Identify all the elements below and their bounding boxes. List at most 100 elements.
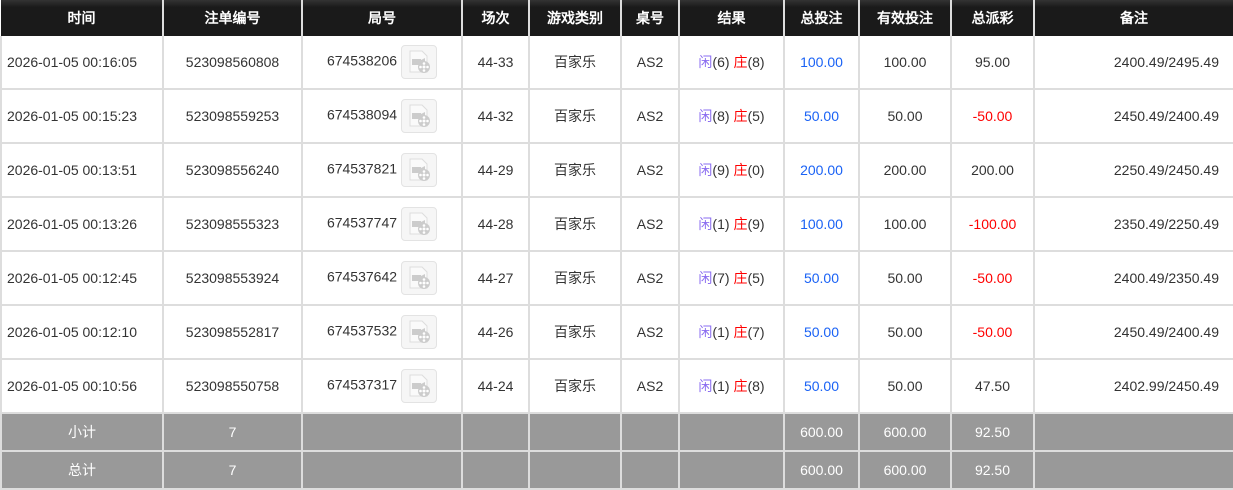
video-replay-icon[interactable] (401, 45, 438, 79)
banker-label: 庄 (733, 270, 748, 286)
video-replay-icon[interactable] (401, 207, 438, 241)
player-label: 闲 (698, 378, 713, 394)
banker-points: (8) (747, 378, 765, 394)
video-replay-icon[interactable] (401, 261, 438, 295)
summary-label: 小计 (0, 413, 164, 452)
cell-total-payout: -50.00 (950, 251, 1035, 306)
cell-total-payout: -50.00 (950, 89, 1035, 144)
banker-label: 庄 (733, 378, 748, 394)
summary-row: 总计 7 600.00 600.00 92.50 (0, 451, 1233, 490)
cell-time: 2026-01-05 00:15:23 (0, 89, 164, 144)
header-game-type: 游戏类别 (529, 0, 622, 36)
cell-game-type: 百家乐 (528, 305, 622, 360)
cell-session: 44-29 (461, 143, 530, 198)
header-remark: 备注 (1034, 0, 1233, 36)
cell-table-no: AS2 (620, 359, 680, 414)
cell-session: 44-27 (461, 251, 530, 306)
round-number: 674537317 (326, 376, 398, 393)
player-points: (6) (712, 54, 730, 70)
cell-total-bet: 50.00 (783, 305, 860, 360)
cell-round: 674537821 (301, 143, 463, 198)
cell-remark: 2350.49/2250.49 (1033, 197, 1233, 252)
video-replay-icon[interactable] (401, 153, 438, 187)
summary-count: 7 (162, 413, 303, 452)
cell-round: 674537642 (301, 251, 463, 306)
table-row: 2026-01-05 00:10:56 523098550758 6745373… (0, 359, 1233, 414)
cell-round: 674537317 (301, 359, 463, 414)
cell-remark: 2400.49/2350.49 (1033, 251, 1233, 306)
round-number: 674537642 (326, 268, 398, 285)
summary-payout: 92.50 (950, 413, 1035, 452)
cell-bet-id: 523098555323 (162, 197, 303, 252)
cell-session: 44-26 (461, 305, 530, 360)
banker-points: (9) (747, 216, 765, 232)
cell-result: 闲(6) 庄(8) (678, 36, 785, 90)
player-label: 闲 (698, 216, 713, 232)
round-number: 674538094 (326, 106, 398, 123)
banker-label: 庄 (733, 162, 748, 178)
summary-label: 总计 (0, 451, 164, 490)
cell-bet-id: 523098560808 (162, 36, 303, 90)
cell-total-bet: 50.00 (783, 89, 860, 144)
cell-valid-bet: 50.00 (858, 89, 952, 144)
cell-total-bet: 200.00 (783, 143, 860, 198)
cell-remark: 2450.49/2400.49 (1033, 89, 1233, 144)
header-bet-id: 注单编号 (163, 0, 303, 36)
cell-session: 44-32 (461, 89, 530, 144)
banker-points: (0) (747, 162, 765, 178)
banker-points: (5) (747, 270, 765, 286)
cell-time: 2026-01-05 00:10:56 (0, 359, 164, 414)
round-number: 674538206 (326, 52, 398, 69)
cell-time: 2026-01-05 00:12:10 (0, 305, 164, 360)
banker-label: 庄 (733, 324, 748, 340)
cell-total-bet: 100.00 (783, 36, 860, 90)
cell-time: 2026-01-05 00:13:51 (0, 143, 164, 198)
cell-time: 2026-01-05 00:13:26 (0, 197, 164, 252)
player-points: (7) (712, 270, 730, 286)
banker-points: (7) (747, 324, 765, 340)
cell-total-payout: 95.00 (950, 36, 1035, 90)
video-replay-icon[interactable] (401, 99, 438, 133)
summary-valid-bet: 600.00 (858, 413, 952, 452)
table-row: 2026-01-05 00:12:10 523098552817 6745375… (0, 305, 1233, 360)
summary-total-bet: 600.00 (783, 451, 860, 490)
cell-total-payout: -100.00 (950, 197, 1035, 252)
cell-table-no: AS2 (620, 89, 680, 144)
cell-round: 674537532 (301, 305, 463, 360)
cell-result: 闲(1) 庄(9) (678, 197, 785, 252)
cell-game-type: 百家乐 (528, 251, 622, 306)
cell-result: 闲(1) 庄(8) (678, 359, 785, 414)
table-row: 2026-01-05 00:15:23 523098559253 6745380… (0, 89, 1233, 144)
summary-row: 小计 7 600.00 600.00 92.50 (0, 413, 1233, 452)
cell-result: 闲(9) 庄(0) (678, 143, 785, 198)
header-time: 时间 (1, 0, 164, 36)
cell-game-type: 百家乐 (528, 143, 622, 198)
cell-bet-id: 523098552817 (162, 305, 303, 360)
video-replay-icon[interactable] (401, 369, 438, 403)
cell-remark: 2402.99/2450.49 (1033, 359, 1233, 414)
player-label: 闲 (698, 162, 713, 178)
video-replay-icon[interactable] (401, 315, 438, 349)
player-label: 闲 (698, 54, 713, 70)
header-round: 局号 (302, 0, 463, 36)
cell-total-payout: 47.50 (950, 359, 1035, 414)
player-label: 闲 (698, 108, 713, 124)
banker-points: (5) (747, 108, 765, 124)
player-points: (1) (712, 216, 730, 232)
cell-table-no: AS2 (620, 251, 680, 306)
summary-total-bet: 600.00 (783, 413, 860, 452)
cell-game-type: 百家乐 (528, 197, 622, 252)
cell-result: 闲(8) 庄(5) (678, 89, 785, 144)
player-points: (8) (712, 108, 730, 124)
round-number: 674537821 (326, 160, 398, 177)
cell-bet-id: 523098553924 (162, 251, 303, 306)
table-header: 时间 注单编号 局号 场次 游戏类别 桌号 结果 总投注 有效投注 总派彩 备注 (1, 0, 1233, 36)
cell-valid-bet: 50.00 (858, 251, 952, 306)
header-result: 结果 (679, 0, 785, 36)
cell-session: 44-28 (461, 197, 530, 252)
player-points: (1) (712, 324, 730, 340)
table-row: 2026-01-05 00:13:26 523098555323 6745377… (0, 197, 1233, 252)
cell-result: 闲(7) 庄(5) (678, 251, 785, 306)
summary-payout: 92.50 (950, 451, 1035, 490)
cell-total-payout: 200.00 (950, 143, 1035, 198)
